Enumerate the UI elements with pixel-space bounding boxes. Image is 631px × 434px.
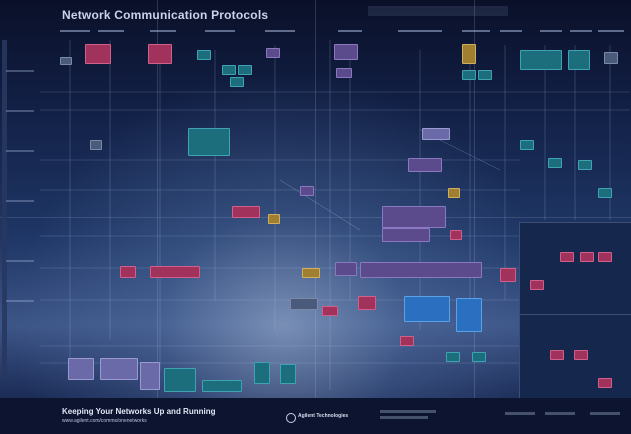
- column-header: [205, 30, 235, 32]
- protocol-node: [382, 206, 446, 228]
- protocol-node: [404, 296, 450, 322]
- poster-footer: [0, 398, 631, 434]
- protocol-node: [120, 266, 136, 278]
- protocol-node: [462, 70, 476, 80]
- column-header: [150, 30, 176, 32]
- protocol-node: [268, 214, 280, 224]
- protocol-node: [238, 65, 252, 75]
- protocol-node: [60, 57, 72, 65]
- protocol-node: [448, 188, 460, 198]
- footer-url: www.agilent.com/comms/onenetworks: [62, 418, 147, 424]
- protocol-node: [232, 206, 260, 218]
- protocol-node: [574, 350, 588, 360]
- protocol-node: [408, 158, 442, 172]
- footer-brand: Agilent Technologies: [298, 413, 349, 419]
- protocol-node: [382, 228, 430, 242]
- protocol-node: [140, 362, 160, 390]
- protocol-node: [578, 160, 592, 170]
- protocol-node: [530, 280, 544, 290]
- protocol-node: [85, 44, 111, 64]
- fold-line: [157, 0, 158, 434]
- legend-text-block: [6, 110, 34, 112]
- protocol-node: [300, 186, 314, 196]
- footer-fine-print: [380, 416, 428, 419]
- protocol-node: [446, 352, 460, 362]
- protocol-node: [68, 358, 94, 380]
- protocol-node: [254, 362, 270, 384]
- footer-fine-print: [590, 412, 620, 415]
- protocol-node: [100, 358, 138, 380]
- column-header: [338, 30, 362, 32]
- fold-line: [0, 217, 631, 218]
- protocol-node: [604, 52, 618, 64]
- footer-tagline: Keeping Your Networks Up and Running: [62, 407, 216, 416]
- fold-line: [474, 0, 475, 434]
- legend-text-block: [6, 200, 34, 202]
- column-header: [598, 30, 624, 32]
- legend-text-block: [6, 70, 34, 72]
- faded-heading: [368, 6, 508, 16]
- column-header: [462, 30, 490, 32]
- protocol-node: [360, 262, 482, 278]
- protocol-node: [472, 352, 486, 362]
- protocol-node: [188, 128, 230, 156]
- legend-text-block: [6, 300, 34, 302]
- protocol-node: [266, 48, 280, 58]
- protocol-node: [520, 50, 562, 70]
- protocol-node: [550, 350, 564, 360]
- protocol-node: [598, 188, 612, 198]
- column-header: [98, 30, 124, 32]
- column-header: [265, 30, 295, 32]
- protocol-node: [520, 140, 534, 150]
- protocol-node: [230, 77, 244, 87]
- protocol-node: [358, 296, 376, 310]
- protocol-node: [598, 378, 612, 388]
- legend-text-block: [6, 260, 34, 262]
- protocol-node: [478, 70, 492, 80]
- protocol-node: [222, 65, 236, 75]
- column-header: [398, 30, 442, 32]
- footer-fine-print: [380, 410, 436, 413]
- protocol-node: [462, 44, 476, 64]
- legend-text-block: [6, 150, 34, 152]
- protocol-node: [302, 268, 320, 278]
- protocol-node: [400, 336, 414, 346]
- protocol-node: [598, 252, 612, 262]
- protocol-node: [290, 298, 318, 310]
- protocol-node: [336, 68, 352, 78]
- column-header: [540, 30, 562, 32]
- fold-line: [315, 0, 316, 434]
- protocol-node: [450, 230, 462, 240]
- column-header: [500, 30, 522, 32]
- protocol-node: [422, 128, 450, 140]
- protocol-node: [568, 50, 590, 70]
- agilent-logo-icon: [286, 413, 296, 423]
- protocol-node: [164, 368, 196, 392]
- protocol-node: [90, 140, 102, 150]
- protocol-node: [148, 44, 172, 64]
- left-legend-strip: [2, 40, 7, 380]
- protocol-node: [197, 50, 211, 60]
- protocol-node: [456, 298, 482, 332]
- poster-title: Network Communication Protocols: [62, 8, 269, 22]
- protocol-node: [560, 252, 574, 262]
- column-header: [570, 30, 592, 32]
- protocol-node: [335, 262, 357, 276]
- protocol-node: [500, 268, 516, 282]
- column-header: [60, 30, 90, 32]
- protocol-node: [548, 158, 562, 168]
- protocol-node: [150, 266, 200, 278]
- footer-fine-print: [505, 412, 535, 415]
- protocol-node: [334, 44, 358, 60]
- protocol-node: [322, 306, 338, 316]
- side-panel: [519, 222, 631, 316]
- protocol-node: [280, 364, 296, 384]
- protocol-node: [202, 380, 242, 392]
- footer-fine-print: [545, 412, 575, 415]
- protocol-node: [580, 252, 594, 262]
